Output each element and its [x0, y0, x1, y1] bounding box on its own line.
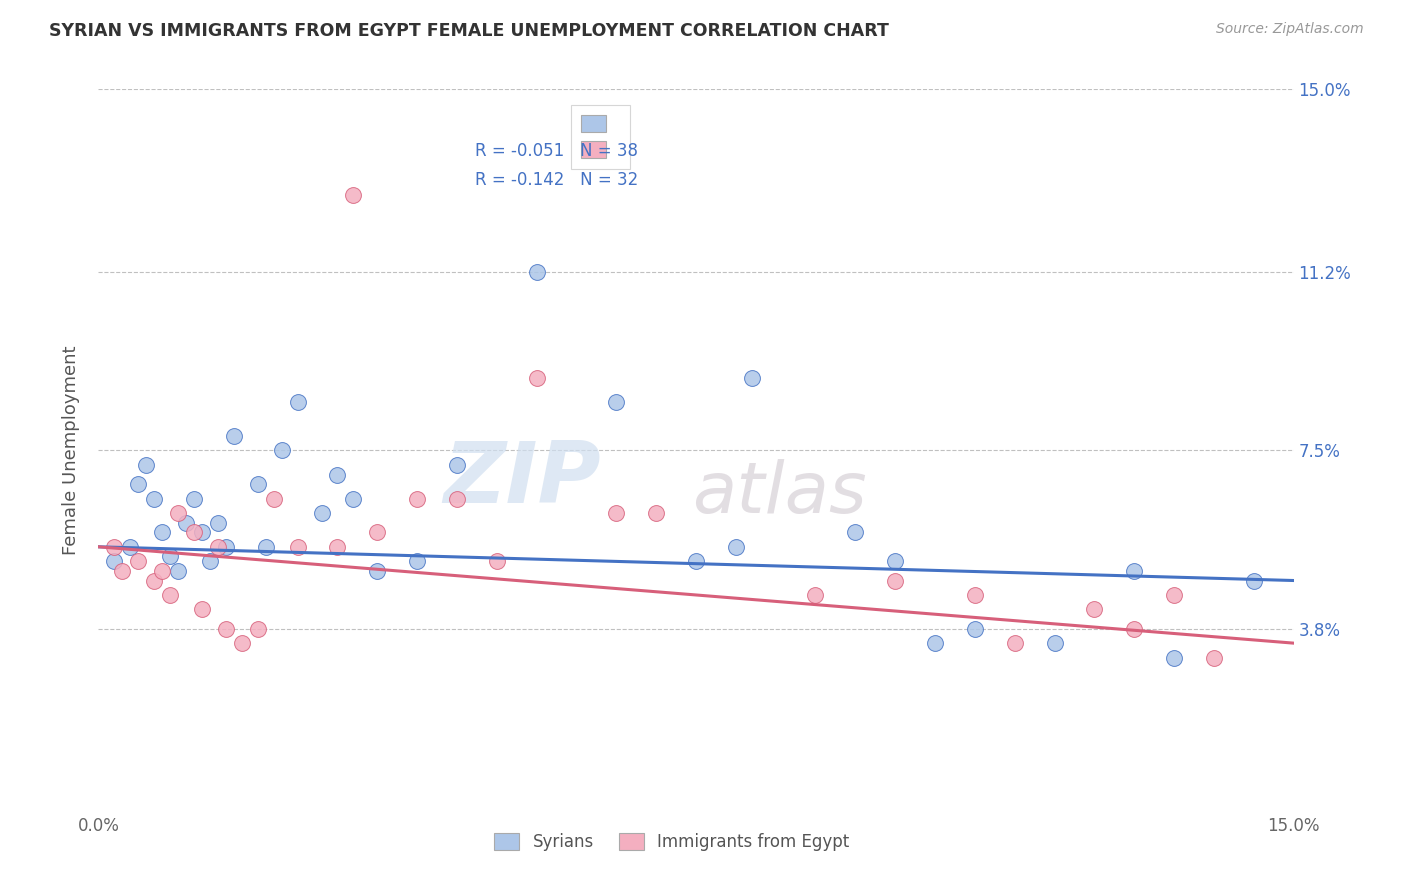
- Text: R = -0.142   N = 32: R = -0.142 N = 32: [475, 170, 638, 188]
- Point: [804, 588, 827, 602]
- Point: [844, 525, 866, 540]
- Y-axis label: Female Unemployment: Female Unemployment: [62, 346, 80, 555]
- Point: [406, 554, 429, 568]
- Point: [207, 540, 229, 554]
- Point: [174, 516, 197, 530]
- Point: [963, 622, 986, 636]
- Text: R = -0.051   N = 38: R = -0.051 N = 38: [475, 142, 638, 160]
- Text: SYRIAN VS IMMIGRANTS FROM EGYPT FEMALE UNEMPLOYMENT CORRELATION CHART: SYRIAN VS IMMIGRANTS FROM EGYPT FEMALE U…: [49, 22, 889, 40]
- Text: Source: ZipAtlas.com: Source: ZipAtlas.com: [1216, 22, 1364, 37]
- Legend: Syrians, Immigrants from Egypt: Syrians, Immigrants from Egypt: [488, 826, 856, 857]
- Point: [446, 491, 468, 506]
- Point: [884, 574, 907, 588]
- Point: [1043, 636, 1066, 650]
- Point: [159, 549, 181, 564]
- Point: [167, 506, 190, 520]
- Point: [485, 554, 508, 568]
- Text: ZIP: ZIP: [443, 438, 600, 521]
- Point: [246, 622, 269, 636]
- Point: [143, 491, 166, 506]
- Point: [270, 443, 292, 458]
- Point: [167, 564, 190, 578]
- Point: [246, 477, 269, 491]
- Point: [366, 564, 388, 578]
- Point: [127, 477, 149, 491]
- Point: [120, 540, 142, 554]
- Point: [127, 554, 149, 568]
- Point: [1004, 636, 1026, 650]
- Point: [311, 506, 333, 520]
- Point: [1123, 564, 1146, 578]
- Point: [111, 564, 134, 578]
- Point: [724, 540, 747, 554]
- Point: [103, 554, 125, 568]
- Point: [366, 525, 388, 540]
- Point: [143, 574, 166, 588]
- Point: [1163, 650, 1185, 665]
- Text: atlas: atlas: [692, 459, 868, 528]
- Point: [1083, 602, 1105, 616]
- Point: [884, 554, 907, 568]
- Point: [263, 491, 285, 506]
- Point: [254, 540, 277, 554]
- Point: [1243, 574, 1265, 588]
- Point: [685, 554, 707, 568]
- Point: [526, 371, 548, 385]
- Point: [207, 516, 229, 530]
- Point: [231, 636, 253, 650]
- Point: [1202, 650, 1225, 665]
- Point: [605, 506, 627, 520]
- Point: [526, 265, 548, 279]
- Point: [135, 458, 157, 472]
- Point: [150, 525, 173, 540]
- Point: [963, 588, 986, 602]
- Point: [215, 622, 238, 636]
- Point: [406, 491, 429, 506]
- Point: [287, 395, 309, 409]
- Point: [326, 540, 349, 554]
- Point: [1123, 622, 1146, 636]
- Point: [198, 554, 221, 568]
- Point: [287, 540, 309, 554]
- Point: [342, 188, 364, 202]
- Point: [215, 540, 238, 554]
- Point: [183, 491, 205, 506]
- Point: [191, 602, 214, 616]
- Point: [446, 458, 468, 472]
- Point: [605, 395, 627, 409]
- Point: [222, 429, 245, 443]
- Point: [150, 564, 173, 578]
- Point: [191, 525, 214, 540]
- Point: [183, 525, 205, 540]
- Point: [645, 506, 668, 520]
- Point: [1163, 588, 1185, 602]
- Point: [342, 491, 364, 506]
- Point: [326, 467, 349, 482]
- Point: [103, 540, 125, 554]
- Point: [924, 636, 946, 650]
- Point: [741, 371, 763, 385]
- Point: [159, 588, 181, 602]
